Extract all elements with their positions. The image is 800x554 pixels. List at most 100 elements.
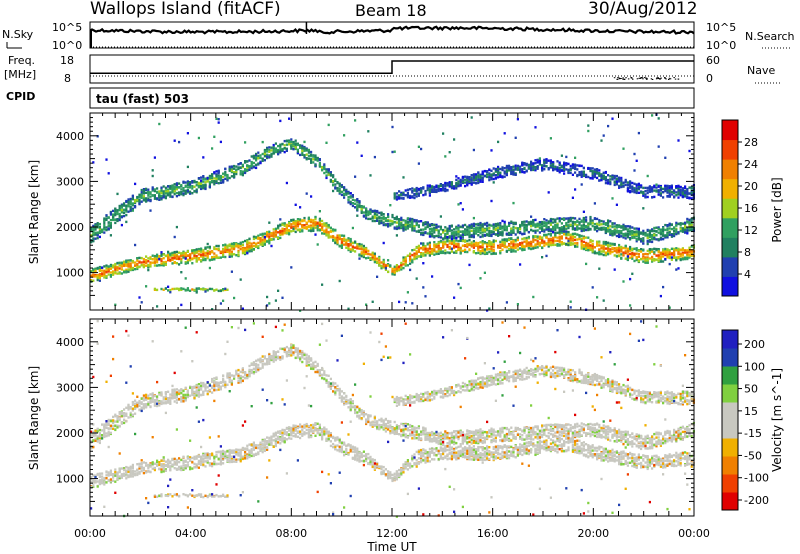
power-cell bbox=[200, 179, 203, 182]
power-cell bbox=[422, 193, 425, 197]
power-cell bbox=[340, 246, 343, 249]
power-cell bbox=[402, 193, 405, 196]
power-cell bbox=[543, 218, 546, 221]
power-cell bbox=[310, 195, 313, 198]
power-cell bbox=[499, 250, 502, 253]
power-cell bbox=[483, 174, 486, 178]
power-cell bbox=[538, 223, 541, 226]
power-cell bbox=[481, 172, 484, 176]
power-cell bbox=[235, 172, 238, 176]
power-cell bbox=[435, 243, 438, 246]
power-cell bbox=[184, 262, 187, 265]
power-cell bbox=[591, 246, 594, 250]
power-cell bbox=[569, 242, 572, 245]
power-cell bbox=[189, 254, 192, 258]
power-cell bbox=[109, 274, 112, 277]
power-cell bbox=[362, 249, 365, 252]
power-cell bbox=[202, 258, 205, 262]
power-cell bbox=[145, 199, 148, 203]
power-cell bbox=[600, 252, 603, 256]
power-cell bbox=[492, 181, 495, 184]
power-cell bbox=[208, 174, 211, 178]
power-cell bbox=[294, 227, 297, 230]
power-cell bbox=[461, 232, 464, 235]
power-cell bbox=[620, 176, 623, 180]
power-cell bbox=[120, 209, 123, 212]
power-cell bbox=[547, 159, 550, 162]
power-cell bbox=[455, 225, 458, 229]
power-cell bbox=[164, 195, 167, 198]
power-cell bbox=[131, 259, 134, 263]
power-cell bbox=[611, 250, 614, 254]
power-cell bbox=[560, 226, 563, 229]
power-cell bbox=[288, 117, 291, 120]
power-cell bbox=[455, 184, 458, 187]
power-cell bbox=[378, 257, 381, 260]
power-cell bbox=[325, 170, 328, 174]
power-cell bbox=[261, 233, 264, 236]
power-cell bbox=[417, 244, 420, 248]
power-cell bbox=[125, 270, 128, 273]
power-cell bbox=[453, 237, 456, 240]
power-cell bbox=[213, 171, 216, 174]
power-cell bbox=[285, 229, 288, 232]
power-cell bbox=[272, 143, 275, 147]
power-cell bbox=[538, 242, 541, 245]
power-cell bbox=[609, 181, 612, 185]
power-cell bbox=[310, 155, 313, 158]
power-cell bbox=[424, 189, 427, 193]
power-cell bbox=[175, 262, 178, 265]
power-cell bbox=[279, 229, 282, 233]
power-cell bbox=[228, 251, 231, 254]
power-cell bbox=[602, 246, 605, 249]
power-cell bbox=[492, 227, 495, 230]
power-cell bbox=[151, 261, 154, 264]
power-cell bbox=[442, 188, 445, 191]
power-cell bbox=[325, 222, 328, 225]
power-cell bbox=[340, 241, 343, 244]
power-cell bbox=[101, 274, 104, 277]
freq-trace bbox=[90, 60, 694, 75]
power-cell bbox=[103, 228, 106, 231]
power-cell bbox=[472, 244, 475, 247]
power-cell bbox=[213, 252, 216, 255]
power-cell bbox=[567, 221, 570, 224]
power-cell bbox=[481, 229, 484, 232]
power-cell bbox=[635, 159, 638, 162]
power-cell bbox=[593, 228, 596, 231]
power-cell bbox=[629, 245, 632, 249]
power-cell bbox=[490, 174, 493, 178]
power-cell bbox=[435, 185, 438, 189]
power-cell bbox=[184, 254, 187, 257]
power-cell bbox=[508, 238, 511, 242]
power-cell bbox=[552, 166, 555, 169]
power-cell bbox=[534, 229, 537, 232]
power-cell bbox=[448, 151, 451, 154]
power-cell bbox=[439, 247, 442, 250]
power-cell bbox=[211, 258, 214, 261]
power-cell bbox=[213, 246, 216, 249]
power-cell bbox=[217, 176, 220, 179]
power-cell bbox=[246, 166, 249, 169]
power-cell bbox=[362, 215, 365, 218]
power-cell bbox=[455, 250, 458, 253]
power-cell bbox=[195, 181, 198, 184]
power-cell bbox=[424, 244, 427, 248]
power-cell bbox=[310, 220, 313, 223]
power-cell bbox=[426, 250, 429, 253]
power-cell bbox=[120, 268, 123, 271]
power-cell bbox=[406, 191, 409, 195]
power-cell bbox=[648, 233, 651, 236]
power-cell bbox=[486, 173, 489, 176]
power-cell bbox=[426, 242, 429, 245]
power-cell bbox=[268, 146, 271, 149]
power-cell bbox=[651, 250, 654, 253]
power-cell bbox=[131, 266, 134, 270]
power-cell bbox=[596, 217, 599, 221]
power-cell bbox=[213, 255, 216, 258]
power-cell bbox=[543, 158, 546, 162]
power-cell bbox=[624, 244, 627, 248]
power-cell bbox=[514, 173, 517, 176]
power-cell bbox=[618, 229, 621, 233]
power-cell bbox=[406, 254, 409, 257]
